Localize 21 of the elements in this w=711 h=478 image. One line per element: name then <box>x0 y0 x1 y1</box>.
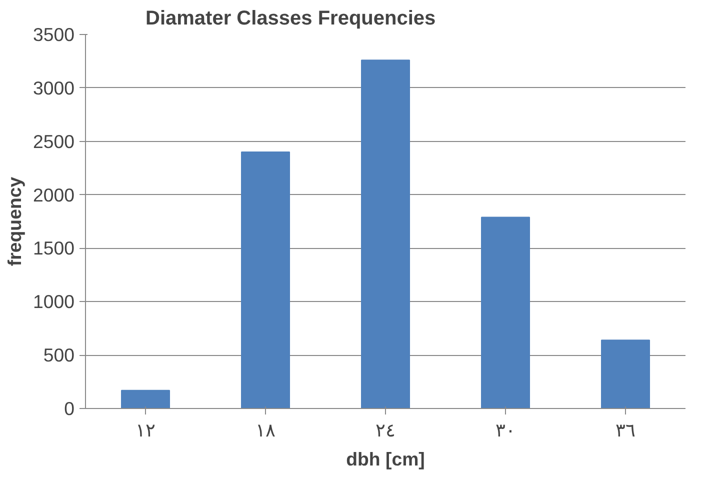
x-tick-label: ٣٦ <box>616 420 636 440</box>
y-tick-label: 500 <box>43 344 75 366</box>
bar <box>481 216 530 408</box>
bar <box>361 60 410 408</box>
y-tick-label: 1500 <box>32 238 75 259</box>
y-axis-title: frequency <box>4 176 25 266</box>
y-tick-label: 2500 <box>32 130 75 152</box>
y-tick-label: 3500 <box>32 24 75 45</box>
bar <box>121 390 170 408</box>
x-tick-label: ١٢ <box>136 420 156 440</box>
y-tick-label: 0 <box>64 398 75 419</box>
chart-title: Diamater Classes Frequencies <box>146 8 436 30</box>
y-tick-label: 2000 <box>32 184 75 206</box>
bar <box>601 340 650 408</box>
y-tick-label: 3000 <box>32 77 75 98</box>
bar <box>241 152 290 408</box>
x-tick-label: ١٨ <box>256 420 276 440</box>
y-tick-label: 1000 <box>32 291 75 312</box>
x-tick-label: ٣٠ <box>496 420 516 440</box>
x-tick-label: ٢٤ <box>376 420 396 440</box>
x-axis-title: dbh [cm] <box>346 448 425 470</box>
